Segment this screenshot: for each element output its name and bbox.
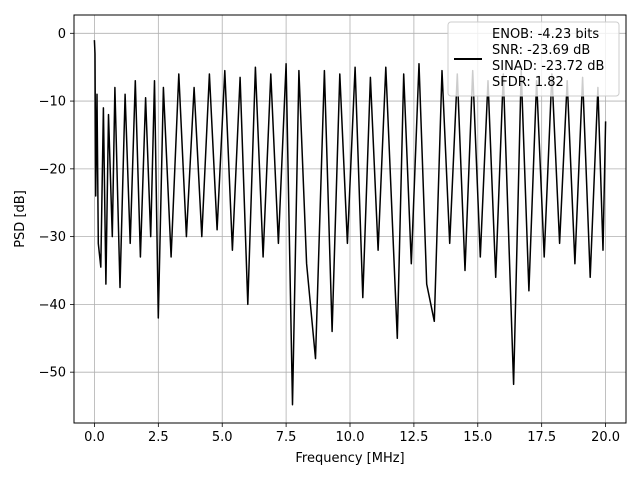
legend-enob: ENOB: -4.23 bits [492,27,599,42]
legend-sinad: SINAD: -23.72 dB [492,59,604,74]
x-tick-label: 0.0 [84,430,105,445]
x-tick-label: 5.0 [212,430,233,445]
y-tick-label: −40 [39,298,66,313]
series-layer [93,40,607,406]
x-axis-ticks: 0.0 2.5 5.0 7.5 10.0 12.5 15.0 17.5 20.0 [84,423,620,445]
x-tick-label: 7.5 [276,430,297,445]
y-tick-label: −20 [39,162,66,177]
x-tick-label: 15.0 [463,430,492,445]
x-tick-label: 17.5 [527,430,556,445]
x-tick-label: 2.5 [148,430,169,445]
y-axis-ticks: 0 −10 −20 −30 −40 −50 [39,27,74,381]
y-tick-label: 0 [58,27,66,42]
y-axis-label: PSD [dB] [13,190,28,248]
x-tick-label: 20.0 [591,430,620,445]
plot-frame [73,14,627,424]
x-tick-label: 12.5 [399,430,428,445]
legend: ENOB: -4.23 bits SNR: -23.69 dB SINAD: -… [447,21,620,97]
legend-sfdr: SFDR: 1.82 [492,75,564,90]
y-tick-label: −50 [39,366,66,381]
psd-series-line [93,40,607,406]
legend-box [447,21,620,97]
y-tick-label: −10 [39,95,66,110]
x-axis-label: Frequency [MHz] [295,451,404,466]
legend-snr: SNR: -23.69 dB [492,43,590,58]
y-tick-label: −30 [39,230,66,245]
x-tick-label: 10.0 [336,430,365,445]
